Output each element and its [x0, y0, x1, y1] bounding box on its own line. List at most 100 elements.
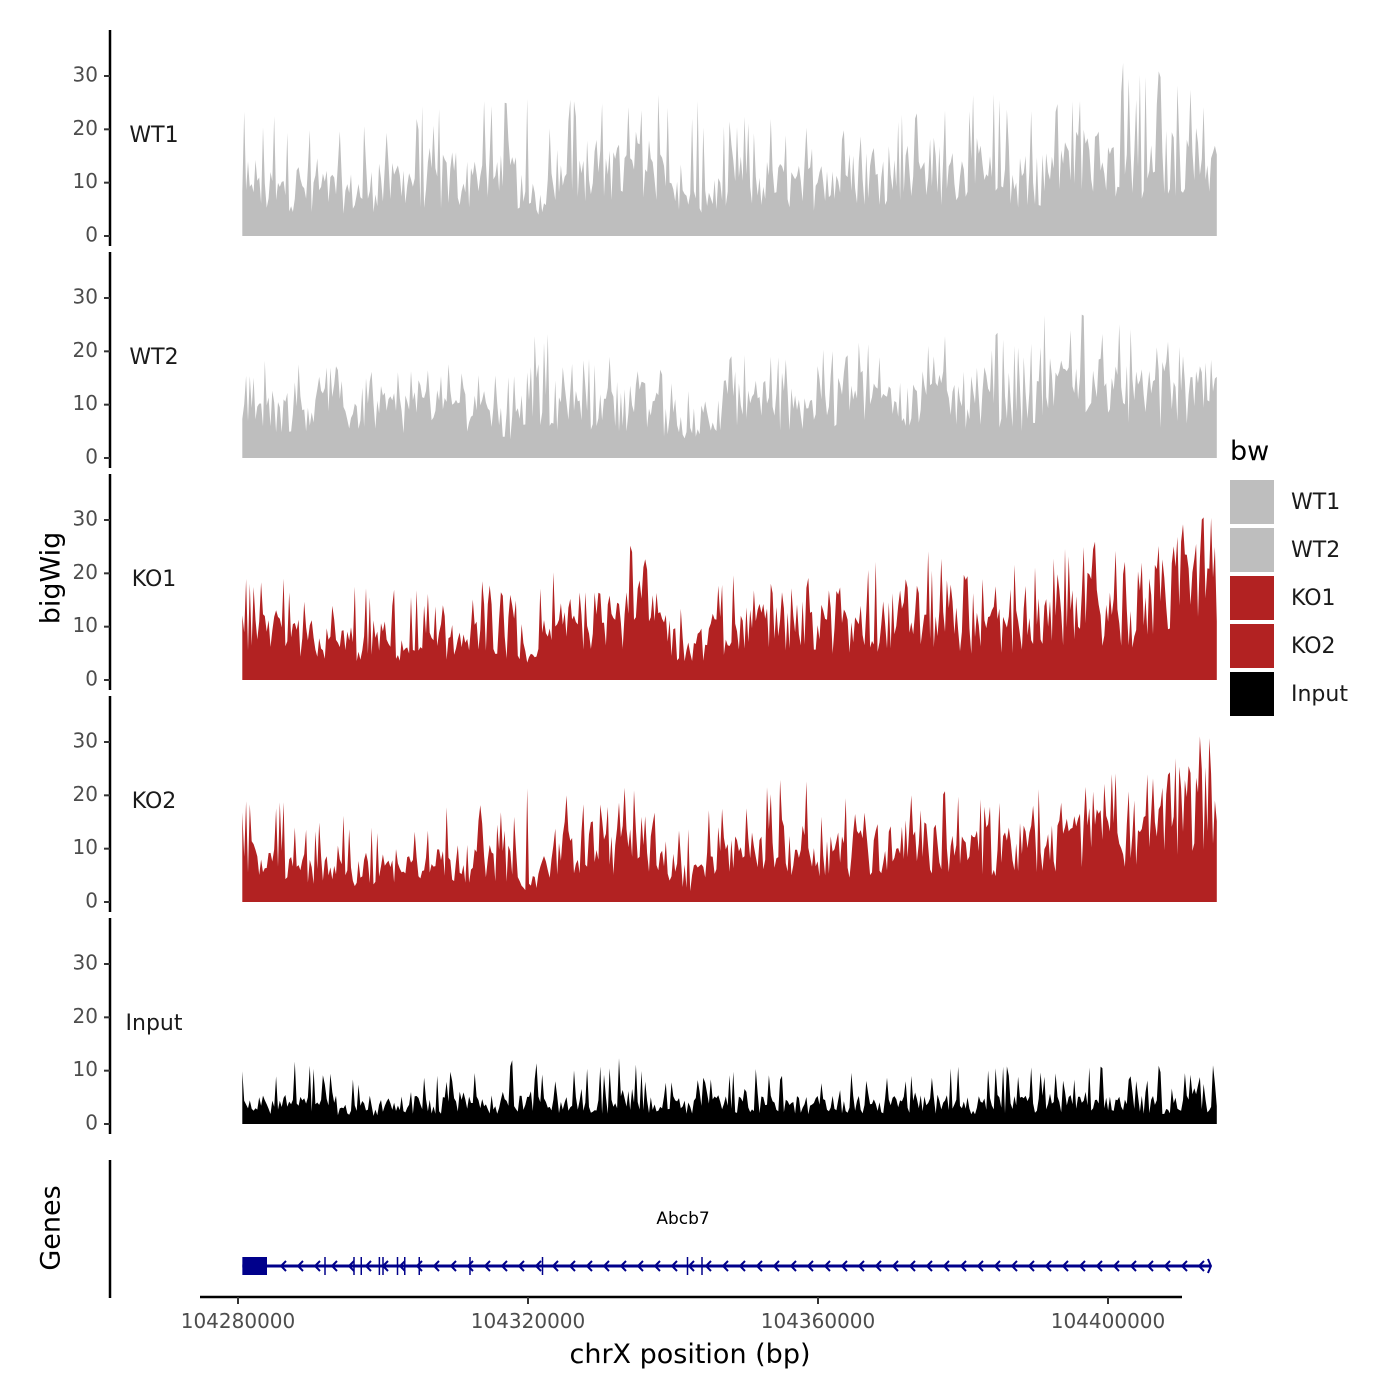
strand-arrow: [364, 1260, 372, 1272]
y-tick-label: 30: [73, 507, 98, 531]
legend-label-WT2: WT2: [1291, 538, 1340, 563]
strand-arrow: [534, 1260, 542, 1272]
y-tick-label: 10: [73, 169, 98, 193]
strand-arrow: [891, 1260, 899, 1272]
y-tick-label: 30: [73, 63, 98, 87]
strand-arrow: [466, 1260, 474, 1272]
coverage-area-WT2: [242, 314, 1217, 458]
x-tick-label: 104280000: [181, 1309, 296, 1333]
strand-arrow: [517, 1260, 525, 1272]
strand-arrow: [296, 1260, 304, 1272]
y-tick-label: 30: [73, 951, 98, 975]
legend-key-Input: [1230, 672, 1274, 716]
strand-arrow: [1180, 1260, 1188, 1272]
y-tick-label: 10: [73, 391, 98, 415]
strand-arrow: [449, 1260, 457, 1272]
coverage-area-Input: [242, 1058, 1217, 1124]
strand-arrow: [823, 1260, 831, 1272]
coverage-area-WT1: [242, 62, 1217, 237]
track-label: Input: [126, 1011, 183, 1036]
strand-arrow: [313, 1260, 321, 1272]
y-tick-label: 0: [85, 223, 98, 247]
legend-label-KO1: KO1: [1291, 586, 1336, 611]
x-tick-label: 104320000: [471, 1309, 586, 1333]
x-axis: 104280000 104320000 104360000 104400000: [181, 1295, 1182, 1333]
strand-arrow: [789, 1260, 797, 1272]
y-tick-label: 0: [85, 445, 98, 469]
track-label: WT1: [129, 123, 178, 148]
legend-title: bw: [1230, 436, 1269, 467]
strand-arrow: [279, 1260, 287, 1272]
y-tick-label: 20: [73, 338, 98, 362]
strand-arrow: [636, 1260, 644, 1272]
strand-arrow: [1061, 1260, 1069, 1272]
strand-arrow: [738, 1260, 746, 1272]
strand-arrow: [755, 1260, 763, 1272]
strand-arrow: [415, 1260, 423, 1272]
strand-arrow: [1044, 1260, 1052, 1272]
legend-key-KO1: [1230, 576, 1274, 620]
strand-arrow: [908, 1260, 916, 1272]
track-WT1: 0 10 20 30 WT1: [73, 30, 1217, 247]
strand-arrow: [1027, 1260, 1035, 1272]
strand-arrow: [959, 1260, 967, 1272]
strand-arrow: [1078, 1260, 1086, 1272]
legend-key-KO2: [1230, 624, 1274, 668]
strand-arrow: [925, 1260, 933, 1272]
gene-label: Abcb7: [656, 1209, 709, 1229]
strand-arrow: [551, 1260, 559, 1272]
strand-arrow: [568, 1260, 576, 1272]
strand-arrow: [619, 1260, 627, 1272]
strand-arrow: [585, 1260, 593, 1272]
legend: bw WT1 WT2 KO1 KO2 Input: [1230, 436, 1348, 716]
strand-arrow: [1163, 1260, 1171, 1272]
strand-arrow: [857, 1260, 865, 1272]
track-KO1: 0 10 20 30 KO1: [73, 474, 1217, 691]
legend-label-KO2: KO2: [1291, 634, 1336, 659]
track-Input: 0 10 20 30 Input: [73, 918, 1217, 1135]
track-label: KO2: [132, 789, 177, 814]
y-tick-label: 30: [73, 729, 98, 753]
coverage-panels: 0 10 20 30 WT1 0 10 20 30 WT2 0 10 20 30 KO1 0 10 20 30 KO2…: [73, 30, 1217, 1135]
legend-label-Input: Input: [1291, 682, 1348, 707]
y-tick-label: 20: [73, 782, 98, 806]
y-tick-label: 20: [73, 1004, 98, 1028]
strand-arrow: [840, 1260, 848, 1272]
strand-arrow: [687, 1260, 695, 1272]
strand-arrow: [432, 1260, 440, 1272]
legend-key-WT1: [1230, 480, 1274, 524]
strand-arrow: [942, 1260, 950, 1272]
strand-arrow: [772, 1260, 780, 1272]
y-tick-label: 0: [85, 1111, 98, 1135]
y-tick-label: 30: [73, 285, 98, 309]
strand-arrow: [347, 1260, 355, 1272]
strand-arrow: [1112, 1260, 1120, 1272]
strand-arrow: [1095, 1260, 1103, 1272]
y-tick-label: 20: [73, 116, 98, 140]
strand-arrow: [1197, 1260, 1205, 1272]
track-label: WT2: [129, 345, 178, 370]
gene-annotation-panel: Abcb7: [108, 1160, 1213, 1298]
x-tick-label: 104360000: [761, 1309, 876, 1333]
strand-arrow: [670, 1260, 678, 1272]
y-tick-label: 10: [73, 835, 98, 859]
y-tick-label: 10: [73, 613, 98, 637]
strand-arrow: [976, 1260, 984, 1272]
strand-arrow: [1129, 1260, 1137, 1272]
strand-arrow: [483, 1260, 491, 1272]
legend-label-WT1: WT1: [1291, 490, 1340, 515]
gene-exon-block: [242, 1257, 267, 1275]
strand-arrow: [1010, 1260, 1018, 1272]
strand-arrow: [330, 1260, 338, 1272]
y-tick-label: 0: [85, 667, 98, 691]
y-axis-title: bigWig: [36, 532, 67, 625]
coverage-area-KO2: [242, 736, 1217, 902]
y-tick-label: 0: [85, 889, 98, 913]
strand-arrow: [653, 1260, 661, 1272]
strand-arrow: [993, 1260, 1001, 1272]
strand-arrow: [1146, 1260, 1154, 1272]
strand-arrow: [398, 1260, 406, 1272]
track-KO2: 0 10 20 30 KO2: [73, 696, 1217, 913]
strand-arrow: [381, 1260, 389, 1272]
